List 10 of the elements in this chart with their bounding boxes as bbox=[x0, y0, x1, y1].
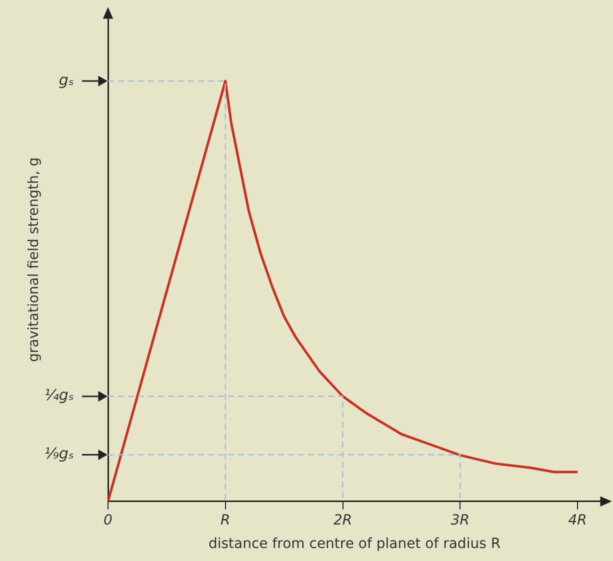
x-axis-title: distance from centre of planet of radius R bbox=[208, 536, 501, 552]
x-tick-label: 3R bbox=[450, 512, 470, 528]
text: ¼gₛ bbox=[44, 386, 74, 404]
x-tick-label: 0 bbox=[104, 512, 113, 528]
x-tick-label: 4R bbox=[568, 512, 587, 528]
x-tick-label: 2R bbox=[333, 512, 352, 528]
text: gₛ bbox=[58, 70, 74, 89]
text: ⅑gₛ bbox=[44, 444, 74, 463]
y-axis-title: gravitational field strength, g bbox=[26, 157, 42, 362]
x-tick-label: R bbox=[220, 512, 230, 528]
